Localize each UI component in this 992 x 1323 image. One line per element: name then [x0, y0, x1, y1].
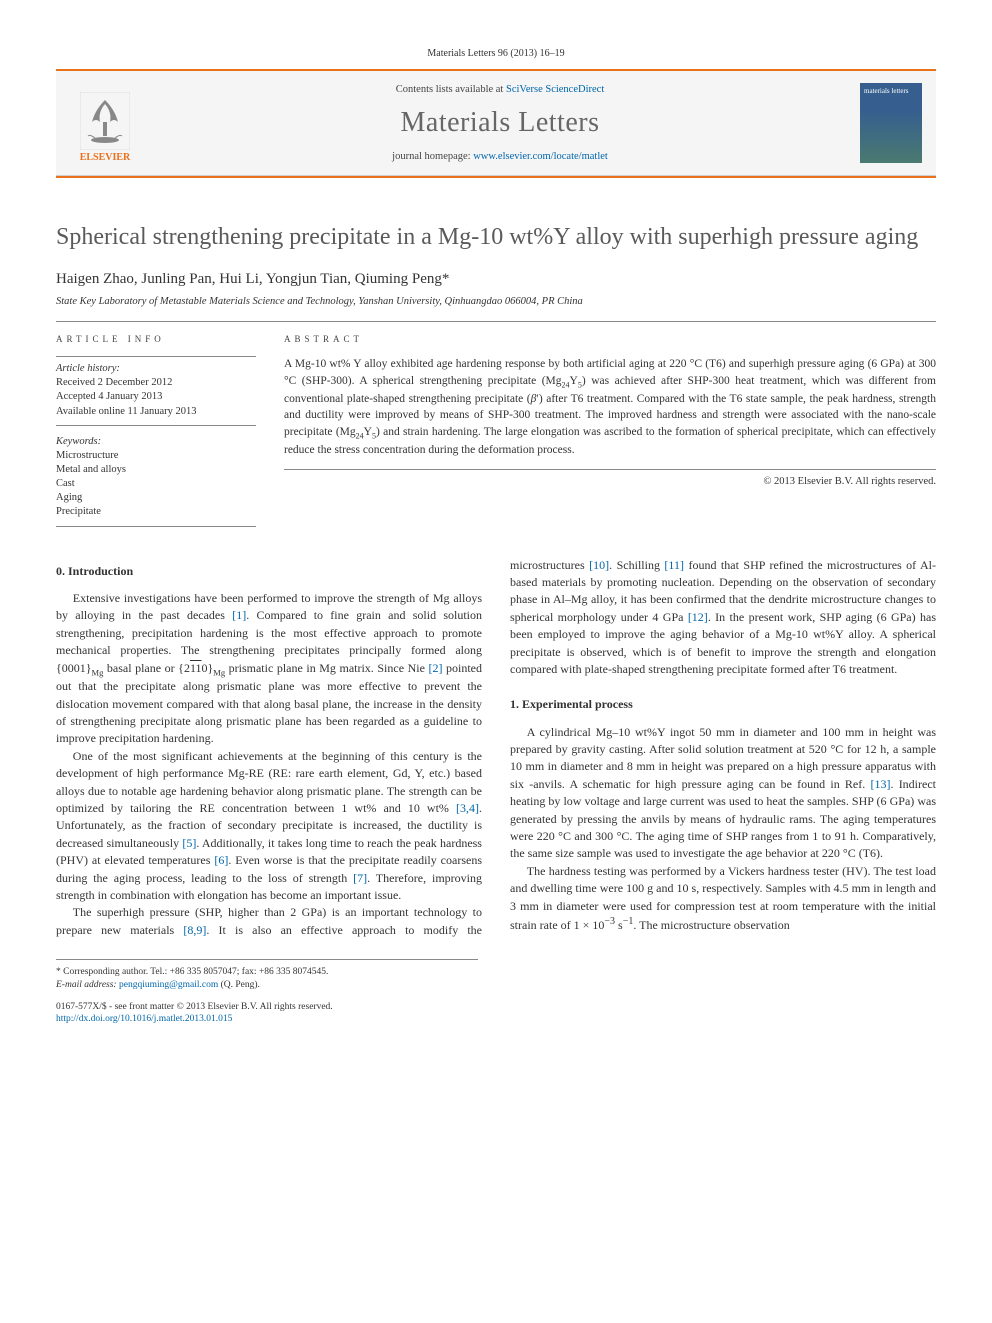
abstract-copyright: © 2013 Elsevier B.V. All rights reserved… [284, 476, 936, 487]
section-heading-1: 1. Experimental process [510, 696, 936, 713]
history-online: Available online 11 January 2013 [56, 405, 256, 419]
history-block: Article history: Received 2 December 201… [56, 356, 256, 426]
article-title: Spherical strengthening precipitate in a… [56, 222, 936, 253]
journal-cover-thumbnail: materials letters [860, 83, 922, 163]
keyword: Microstructure [56, 449, 256, 463]
affiliation: State Key Laboratory of Metastable Mater… [56, 296, 936, 307]
paragraph: One of the most significant achievements… [56, 748, 482, 905]
corresponding-footnote: * Corresponding author. Tel.: +86 335 80… [56, 966, 478, 993]
abstract-label: ABSTRACT [284, 334, 936, 344]
contents-line: Contents lists available at SciVerse Sci… [140, 84, 860, 95]
paragraph: Extensive investigations have been perfo… [56, 590, 482, 748]
keywords-label: Keywords: [56, 436, 256, 447]
front-matter-copyright: 0167-577X/$ - see front matter © 2013 El… [56, 1001, 478, 1014]
article-info-column: ARTICLE INFO Article history: Received 2… [56, 334, 256, 526]
footnote-rule [56, 959, 478, 960]
email-line: E-mail address: pengqiuming@gmail.com (Q… [56, 979, 478, 992]
email-person: (Q. Peng). [218, 980, 260, 990]
section-heading-0: 0. Introduction [56, 563, 482, 580]
authors: Haigen Zhao, Junling Pan, Hui Li, Yongju… [56, 271, 442, 287]
homepage-link[interactable]: www.elsevier.com/locate/matlet [473, 151, 608, 162]
bottom-rule [56, 176, 936, 178]
corresponding-mark: * [442, 271, 450, 287]
keyword: Aging [56, 491, 256, 505]
journal-banner: ELSEVIER Contents lists available at Sci… [56, 71, 936, 176]
front-matter-footnote: 0167-577X/$ - see front matter © 2013 El… [56, 1001, 478, 1027]
doi-link[interactable]: http://dx.doi.org/10.1016/j.matlet.2013.… [56, 1013, 478, 1026]
elsevier-logo: ELSEVIER [70, 83, 140, 163]
homepage-line: journal homepage: www.elsevier.com/locat… [140, 151, 860, 162]
history-accepted: Accepted 4 January 2013 [56, 390, 256, 404]
abstract-text: A Mg-10 wt% Y alloy exhibited age harden… [284, 356, 936, 469]
elsevier-tree-icon [80, 92, 130, 150]
keyword: Cast [56, 477, 256, 491]
email-label: E-mail address: [56, 980, 119, 990]
paragraph: The hardness testing was performed by a … [510, 863, 936, 935]
banner-center: Contents lists available at SciVerse Sci… [140, 84, 860, 162]
article-info-label: ARTICLE INFO [56, 334, 256, 344]
paragraph: A cylindrical Mg–10 wt%Y ingot 50 mm in … [510, 724, 936, 863]
body-columns: 0. Introduction Extensive investigations… [56, 557, 936, 940]
running-header: Materials Letters 96 (2013) 16–19 [56, 48, 936, 59]
homepage-prefix: journal homepage: [392, 151, 473, 162]
sciencedirect-link[interactable]: SciVerse ScienceDirect [506, 84, 604, 95]
abstract-column: ABSTRACT A Mg-10 wt% Y alloy exhibited a… [284, 334, 936, 526]
email-link[interactable]: pengqiuming@gmail.com [119, 980, 218, 990]
contents-prefix: Contents lists available at [396, 84, 506, 95]
authors-line: Haigen Zhao, Junling Pan, Hui Li, Yongju… [56, 271, 936, 288]
history-label: Article history: [56, 363, 256, 374]
keywords-block: Keywords: Microstructure Metal and alloy… [56, 436, 256, 527]
cover-title: materials letters [864, 87, 909, 95]
keyword: Precipitate [56, 505, 256, 519]
history-received: Received 2 December 2012 [56, 376, 256, 390]
keyword: Metal and alloys [56, 463, 256, 477]
journal-name: Materials Letters [140, 107, 860, 139]
elsevier-text: ELSEVIER [80, 152, 131, 163]
corr-author-line: * Corresponding author. Tel.: +86 335 80… [56, 966, 478, 979]
